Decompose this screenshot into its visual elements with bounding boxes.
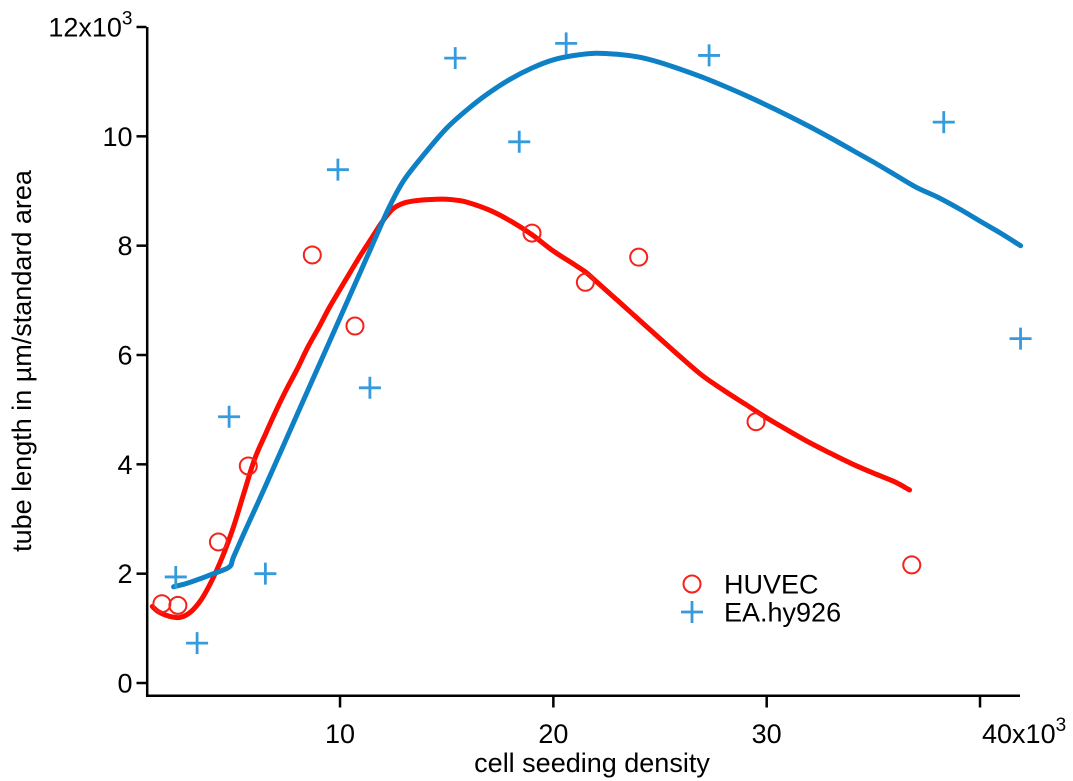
y-tick-label: 4 (117, 450, 132, 480)
y-axis-title: tube length in µm/standard area (7, 169, 37, 552)
y-tick-label: 8 (117, 231, 132, 261)
ea-hy926-point (698, 44, 721, 67)
legend-marker-huvec (682, 574, 702, 594)
axis-line (145, 27, 1020, 697)
y-tick-label: 6 (117, 340, 132, 370)
huvec-point (208, 532, 228, 552)
y-tick-label: 0 (117, 669, 132, 699)
huvec-point (902, 555, 922, 575)
ea-hy926-point (164, 565, 187, 588)
ea-hy926-point (358, 376, 381, 399)
huvec-point (168, 595, 188, 615)
ea-hy926-point (932, 111, 955, 134)
data-points (152, 32, 1032, 655)
legend-label-ea-hy926: EA.hy926 (724, 598, 841, 628)
huvec-point (575, 272, 595, 292)
ea-hy926-point (186, 632, 209, 655)
ea-hy926-point (254, 562, 277, 585)
ea-hy926-point (218, 405, 241, 428)
axes: 10 20 30 40x103 0 2 4 6 8 10 12x103 (48, 8, 1066, 749)
huvec-point (238, 456, 258, 476)
fit-curves (149, 50, 1024, 621)
exponent: 3 (1056, 715, 1067, 736)
legend-marker-ea-hy926 (681, 601, 703, 623)
x-tick-label: 20 (538, 719, 568, 749)
y-tick-label: 10 (102, 122, 132, 152)
y-tick-label: 12x103 (48, 8, 132, 42)
ea-hy926-point (326, 158, 349, 181)
huvec-point (522, 223, 542, 243)
huvec-point (152, 594, 172, 614)
ea-hy926-point (444, 47, 467, 70)
x-tick-label: 30 (752, 719, 782, 749)
ea-hy926-point (555, 32, 578, 55)
huvec-fit-curve (149, 196, 913, 621)
huvec-point (629, 247, 649, 267)
x-tick-label: 10 (325, 719, 355, 749)
y-tick-label: 2 (117, 559, 132, 589)
huvec-point (302, 245, 322, 265)
x-axis-title: cell seeding density (474, 748, 710, 778)
ea-hy926-point (508, 130, 531, 153)
ea-hy926-point (1009, 327, 1032, 350)
ea-hy926-fit-curve (171, 50, 1024, 590)
exponent: 3 (122, 8, 133, 29)
huvec-point (746, 412, 766, 432)
huvec-point (345, 316, 365, 336)
x-tick-label: 40x103 (982, 715, 1066, 749)
legend-label-huvec: HUVEC (724, 570, 819, 600)
